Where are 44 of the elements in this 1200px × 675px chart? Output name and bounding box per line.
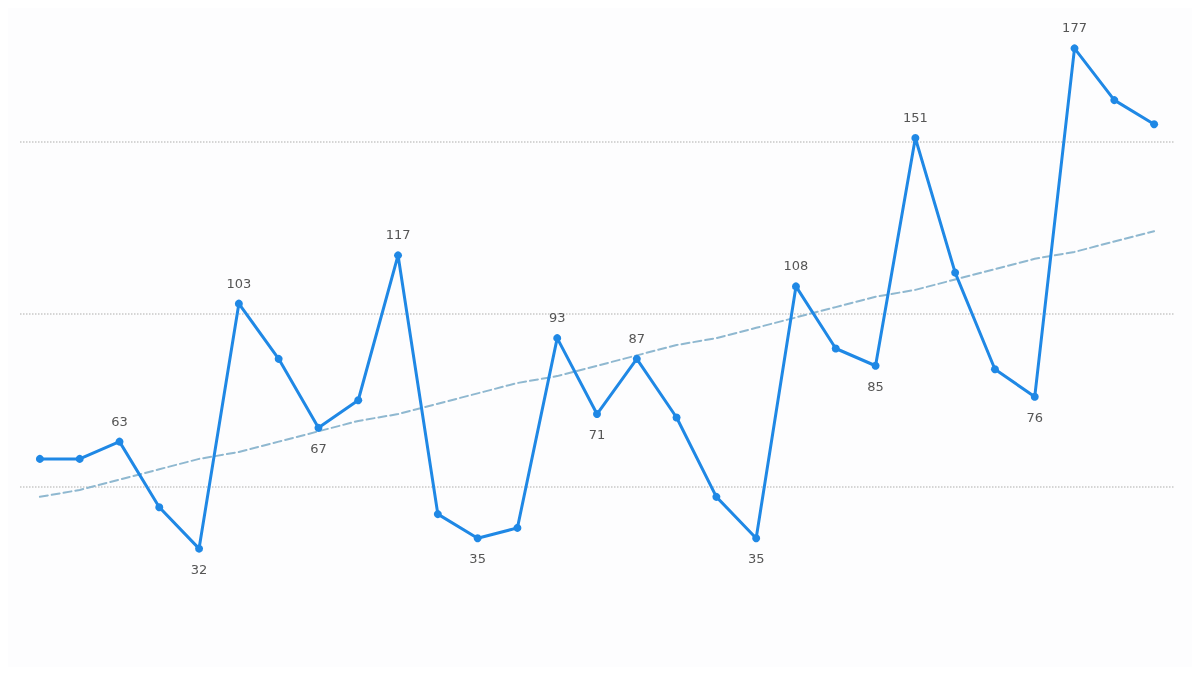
point <box>394 251 403 260</box>
point <box>115 437 124 446</box>
point <box>1030 392 1039 401</box>
point <box>354 396 363 405</box>
point <box>1110 96 1119 105</box>
point <box>513 523 522 532</box>
data-label: 32 <box>190 561 208 577</box>
point <box>553 334 562 343</box>
data-label: 103 <box>226 275 252 291</box>
data-label: 93 <box>548 310 566 326</box>
point <box>35 454 44 463</box>
point <box>593 410 601 419</box>
point <box>1070 44 1079 53</box>
data-label: 35 <box>747 551 765 567</box>
point <box>712 492 721 501</box>
point <box>433 510 442 519</box>
data-label: 76 <box>1026 409 1043 425</box>
data-label: 177 <box>1062 20 1087 36</box>
point <box>951 268 960 277</box>
data-label: 108 <box>783 258 809 274</box>
point <box>473 534 482 543</box>
point <box>234 299 243 308</box>
data-label: 71 <box>588 427 606 443</box>
point <box>274 354 283 363</box>
point <box>75 454 84 463</box>
point <box>155 503 164 512</box>
data-label: 35 <box>469 551 486 567</box>
data-label: 87 <box>628 330 646 346</box>
data-label: 63 <box>111 413 128 429</box>
point <box>632 354 641 363</box>
data-label: 67 <box>310 440 327 456</box>
data-label: 85 <box>867 378 884 394</box>
data-label: 151 <box>902 110 928 126</box>
point <box>791 282 800 291</box>
point <box>314 423 323 432</box>
point <box>1150 120 1159 129</box>
point <box>831 344 840 353</box>
point <box>911 134 920 143</box>
data-label: 117 <box>385 227 411 243</box>
point <box>752 534 761 543</box>
point <box>990 365 999 374</box>
point <box>672 413 681 422</box>
point <box>195 544 204 553</box>
point <box>871 361 880 370</box>
